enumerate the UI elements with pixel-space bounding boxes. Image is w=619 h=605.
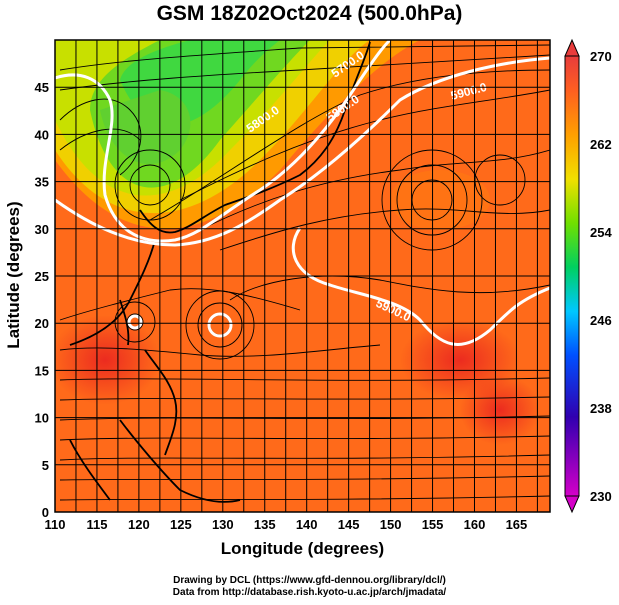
colorbar-tick-labels: 230 238 246 254 262 270 <box>590 49 612 504</box>
credit-line-dcl: Drawing by DCL (https://www.gfd-dennou.o… <box>173 575 446 586</box>
x-tick-label: 150 <box>380 517 402 532</box>
x-tick-label: 135 <box>254 517 276 532</box>
colorbar-tick-label: 238 <box>590 401 612 416</box>
colorbar-tick-label: 262 <box>590 137 612 152</box>
streamlines <box>59 44 550 501</box>
x-tick-labels: 110 115 120 125 130 135 140 145 150 155 160 165 <box>45 517 528 532</box>
colorbar-tick-label: 270 <box>590 49 612 64</box>
colorbar-tick-label: 230 <box>590 489 612 504</box>
y-tick-label: 35 <box>35 175 49 190</box>
y-axis-title: Latitude (degrees) <box>4 201 23 349</box>
x-tick-label: 125 <box>170 517 192 532</box>
y-tick-label: 40 <box>35 127 49 142</box>
y-tick-label: 0 <box>42 505 49 520</box>
colorbar-tick-label: 254 <box>590 225 612 240</box>
credits: Drawing by DCL (https://www.gfd-dennou.o… <box>0 575 619 599</box>
colorbar-top-arrow <box>564 38 580 57</box>
x-tick-label: 145 <box>338 517 360 532</box>
y-tick-label: 45 <box>35 80 49 95</box>
y-tick-labels: 0 5 10 15 20 25 30 35 40 45 <box>35 80 49 520</box>
x-tick-label: 120 <box>128 517 150 532</box>
x-tick-label: 110 <box>45 517 66 532</box>
colorbar-bottom-arrow <box>564 495 580 514</box>
chart-title: GSM 18Z02Oct2024 (500.0hPa) <box>156 2 463 25</box>
x-tick-label: 160 <box>464 517 486 532</box>
geopotential-contours <box>55 40 550 346</box>
y-tick-label: 5 <box>42 458 49 473</box>
x-tick-label: 165 <box>506 517 528 532</box>
y-tick-label: 25 <box>35 269 49 284</box>
y-tick-label: 20 <box>35 316 49 331</box>
colorbar: 230 238 246 254 262 270 <box>564 38 612 514</box>
plot-frame <box>54 39 551 513</box>
x-tick-label: 115 <box>86 517 107 532</box>
x-axis-title: Longitude (degrees) <box>220 539 385 558</box>
y-tick-label: 10 <box>35 411 49 426</box>
x-tick-label: 155 <box>422 517 444 532</box>
y-tick-label: 15 <box>35 363 49 378</box>
coastline <box>69 41 371 503</box>
x-tick-label: 140 <box>296 517 318 532</box>
colorbar-tick-label: 246 <box>590 313 612 328</box>
colorbar-body <box>564 55 580 497</box>
grid <box>54 39 550 513</box>
x-tick-label: 130 <box>212 517 234 532</box>
credit-line-data: Data from http://database.rish.kyoto-u.a… <box>172 587 447 598</box>
y-tick-label: 30 <box>35 222 49 237</box>
